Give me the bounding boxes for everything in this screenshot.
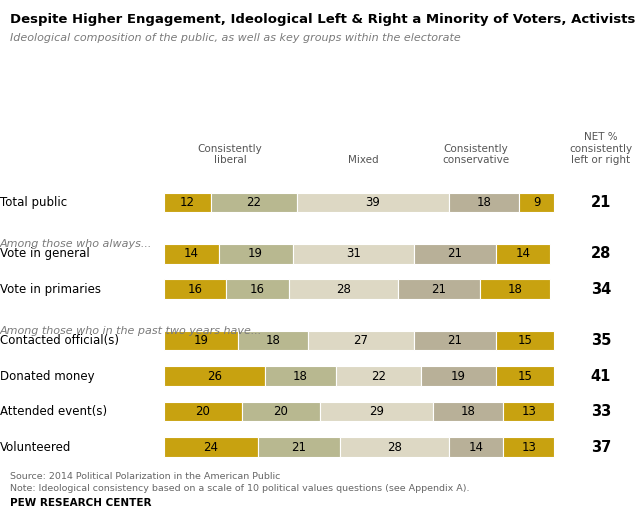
Text: 41: 41 (591, 369, 611, 384)
Text: 39: 39 (365, 196, 380, 209)
Text: Consistently
conservative: Consistently conservative (442, 144, 509, 165)
Text: 28: 28 (387, 440, 401, 454)
Text: Ideological composition of the public, as well as key groups within the electora: Ideological composition of the public, a… (10, 33, 460, 43)
Bar (519, 192, 554, 212)
Text: Donated money: Donated money (0, 370, 95, 383)
Bar (449, 437, 504, 457)
Bar (218, 244, 292, 264)
Bar (449, 192, 519, 212)
Bar (227, 279, 289, 299)
Bar (335, 366, 422, 386)
Text: 13: 13 (522, 440, 536, 454)
Text: 35: 35 (591, 333, 611, 348)
Text: 16: 16 (250, 282, 265, 296)
Bar (242, 402, 320, 421)
Text: 28: 28 (336, 282, 351, 296)
Text: 22: 22 (371, 370, 386, 383)
Text: 20: 20 (195, 405, 211, 418)
Bar (289, 279, 398, 299)
Text: Among those who always...: Among those who always... (0, 239, 152, 249)
Text: 14: 14 (515, 247, 531, 260)
Bar (495, 366, 554, 386)
Text: 29: 29 (369, 405, 384, 418)
Text: 18: 18 (266, 334, 280, 347)
Bar (413, 331, 495, 350)
Text: 18: 18 (461, 405, 476, 418)
Bar (320, 402, 433, 421)
Text: 21: 21 (431, 282, 447, 296)
Bar (164, 366, 266, 386)
Bar (164, 331, 238, 350)
Bar (164, 279, 227, 299)
Text: 34: 34 (591, 281, 611, 297)
Bar (292, 244, 413, 264)
Bar (211, 192, 296, 212)
Bar (504, 437, 554, 457)
Text: Volunteered: Volunteered (0, 440, 72, 454)
Bar (266, 366, 335, 386)
Text: 27: 27 (353, 334, 369, 347)
Bar (257, 437, 339, 457)
Text: Despite Higher Engagement, Ideological Left & Right a Minority of Voters, Activi: Despite Higher Engagement, Ideological L… (10, 13, 635, 26)
Text: 28: 28 (591, 246, 611, 261)
Text: 12: 12 (180, 196, 195, 209)
Text: Contacted official(s): Contacted official(s) (0, 334, 119, 347)
Text: 9: 9 (533, 196, 540, 209)
Bar (308, 331, 413, 350)
Bar (480, 279, 550, 299)
Text: 20: 20 (273, 405, 289, 418)
Text: 18: 18 (508, 282, 522, 296)
Bar (422, 366, 495, 386)
Text: 37: 37 (591, 439, 611, 455)
Text: 15: 15 (518, 370, 532, 383)
Bar (433, 402, 504, 421)
Bar (164, 437, 257, 457)
Text: 24: 24 (204, 440, 218, 454)
Bar (495, 244, 550, 264)
Text: 33: 33 (591, 404, 611, 419)
Bar (164, 402, 242, 421)
Text: Consistently
liberal: Consistently liberal (198, 144, 262, 165)
Text: Vote in general: Vote in general (0, 247, 90, 260)
Text: Attended event(s): Attended event(s) (0, 405, 107, 418)
Text: 14: 14 (184, 247, 198, 260)
Text: 21: 21 (591, 195, 611, 210)
Bar (339, 437, 449, 457)
Text: 26: 26 (207, 370, 222, 383)
Text: 21: 21 (291, 440, 306, 454)
Bar (238, 331, 308, 350)
Bar (495, 331, 554, 350)
Text: Vote in primaries: Vote in primaries (0, 282, 101, 296)
Text: 21: 21 (447, 334, 462, 347)
Text: 18: 18 (293, 370, 308, 383)
Text: Total public: Total public (0, 196, 67, 209)
Text: 19: 19 (193, 334, 209, 347)
Text: Note: Ideological consistency based on a scale of 10 political values questions : Note: Ideological consistency based on a… (10, 484, 469, 493)
Text: NET %
consistently
left or right: NET % consistently left or right (570, 132, 632, 165)
Text: 16: 16 (188, 282, 203, 296)
Text: 21: 21 (447, 247, 462, 260)
Bar (398, 279, 480, 299)
Text: Mixed: Mixed (348, 155, 378, 165)
Text: 19: 19 (248, 247, 263, 260)
Text: Among those who in the past two years have...: Among those who in the past two years ha… (0, 326, 262, 336)
Bar (296, 192, 449, 212)
Bar (504, 402, 554, 421)
Text: Source: 2014 Political Polarization in the American Public: Source: 2014 Political Polarization in t… (10, 472, 280, 482)
Text: PEW RESEARCH CENTER: PEW RESEARCH CENTER (10, 498, 151, 508)
Bar (164, 244, 218, 264)
Text: 13: 13 (522, 405, 536, 418)
Bar (413, 244, 495, 264)
Text: 22: 22 (246, 196, 261, 209)
Bar (164, 192, 211, 212)
Text: 19: 19 (451, 370, 466, 383)
Text: 15: 15 (518, 334, 532, 347)
Text: 18: 18 (476, 196, 492, 209)
Text: 31: 31 (346, 247, 360, 260)
Text: 14: 14 (468, 440, 484, 454)
